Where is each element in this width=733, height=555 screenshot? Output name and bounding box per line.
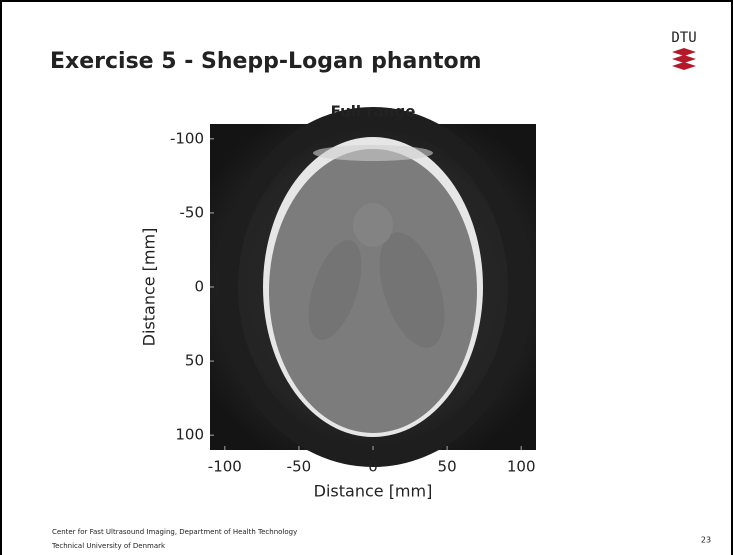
slide-title: Exercise 5 - Shepp-Logan phantom: [50, 49, 482, 74]
x-tick-label: 0: [368, 458, 378, 476]
y-tick-label: 100: [175, 426, 204, 444]
y-tick-label: -100: [170, 129, 204, 147]
y-tick-label: -50: [180, 203, 205, 221]
x-axis-label: Distance [mm]: [314, 482, 433, 501]
footer-line: Technical University of Denmark: [51, 542, 166, 550]
page-number: 23: [701, 536, 711, 545]
brain: [269, 149, 477, 433]
spot: [353, 203, 393, 247]
skull-highlight: [313, 145, 433, 161]
footer-line: Center for Fast Ultrasound Imaging, Depa…: [52, 528, 297, 536]
x-tick-label: -50: [287, 458, 312, 476]
figure-title: Full range: [331, 103, 416, 121]
x-tick-label: -100: [208, 458, 242, 476]
logo: DTU: [671, 30, 696, 70]
y-tick-label: 0: [194, 278, 204, 296]
x-tick-label: 100: [507, 458, 536, 476]
y-axis-label: Distance [mm]: [140, 228, 159, 347]
phantom-image: [210, 117, 536, 457]
logo-mark: [672, 48, 696, 70]
x-tick-label: 50: [438, 458, 457, 476]
slide: Exercise 5 - Shepp-Logan phantom DTU Ful…: [0, 0, 733, 555]
logo-text: DTU: [671, 30, 696, 46]
y-tick-label: 50: [185, 352, 204, 370]
